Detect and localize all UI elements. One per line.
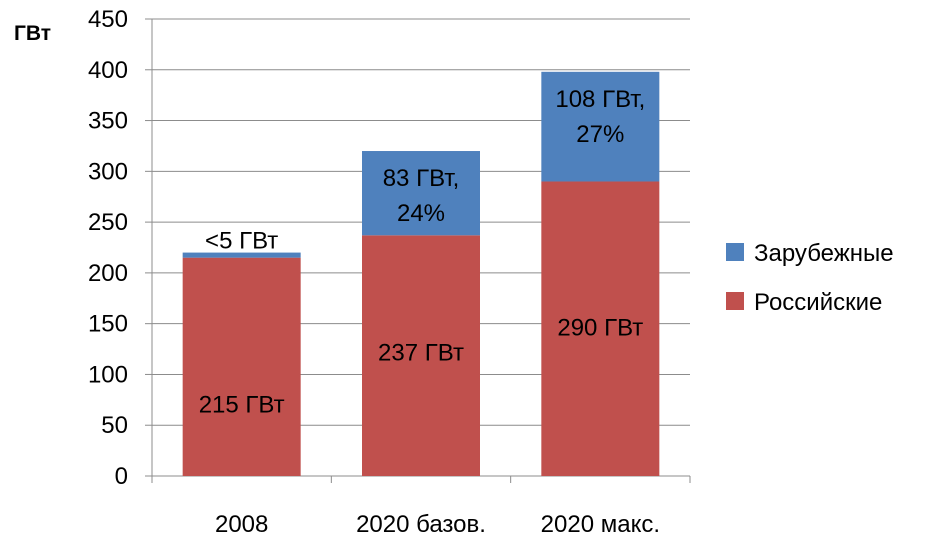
legend-label: Российские: [754, 289, 882, 316]
bar-data-label: 108 ГВт,: [555, 86, 645, 113]
y-tick-labels: 0 50 100 150 200 250 300 350 400 450: [88, 6, 128, 490]
bar-foreign-2: [541, 71, 660, 182]
bar-foreign-0: [182, 252, 301, 258]
bar-data-label: 290 ГВт: [557, 314, 643, 341]
y-tick-label: 450: [88, 6, 128, 33]
bar-data-label: <5 ГВт: [205, 228, 278, 255]
y-tick-label: 0: [115, 463, 128, 490]
legend-swatch: [726, 243, 744, 261]
bar-russian-1: [362, 235, 480, 476]
legend: Зарубежные Российские: [726, 240, 894, 316]
y-tick-label: 300: [88, 158, 128, 185]
bar-data-label: 27%: [576, 121, 624, 148]
y-tick-label: 150: [88, 311, 128, 338]
y-tick-label: 250: [88, 209, 128, 236]
bar-russian-2: [541, 181, 660, 476]
legend-label: Зарубежные: [754, 240, 894, 267]
bar-data-labels: 215 ГВт <5 ГВт 237 ГВт 83 ГВт, 24% 290 ГВт 108…: [199, 86, 646, 419]
y-tick-label: 350: [88, 108, 128, 135]
bar-data-label: 215 ГВт: [199, 392, 285, 419]
bar-data-label: 237 ГВт: [378, 339, 464, 366]
x-tick-labels: 2008 2020 базов. 2020 макс.: [215, 511, 660, 538]
x-tick-label: 2008: [215, 511, 268, 538]
legend-swatch: [726, 292, 744, 310]
bar-foreign-1: [362, 151, 480, 236]
y-axis-label: ГВт: [14, 22, 51, 45]
y-tick-label: 100: [88, 361, 128, 388]
bar-data-label: 24%: [397, 200, 445, 227]
x-tick-label: 2020 макс.: [541, 511, 660, 538]
bar-russian-0: [182, 257, 301, 476]
bar-data-label: 83 ГВт,: [383, 165, 460, 192]
y-tick-label: 400: [88, 57, 128, 84]
y-tick-label: 50: [101, 412, 128, 439]
x-tick-label: 2020 базов.: [356, 511, 486, 538]
bars: [182, 71, 660, 476]
y-tick-label: 200: [88, 260, 128, 287]
